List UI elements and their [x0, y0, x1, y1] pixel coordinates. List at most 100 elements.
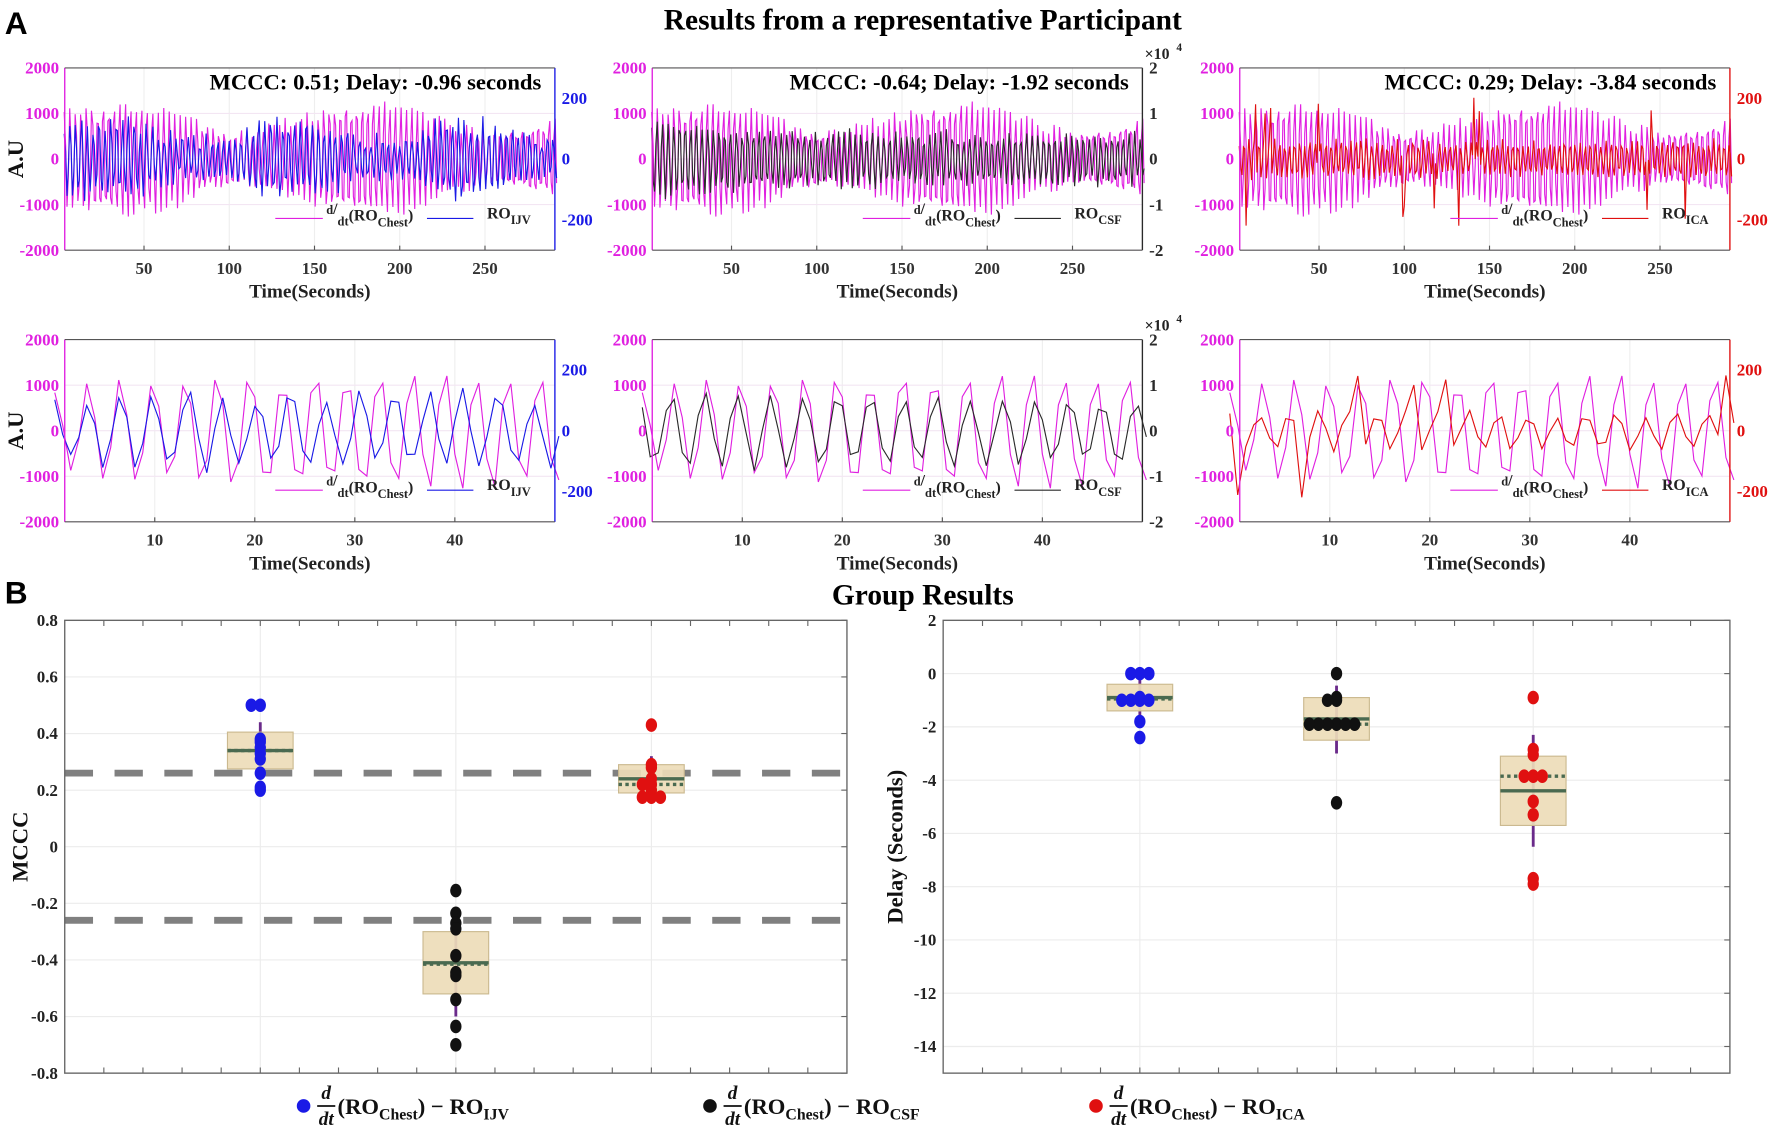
y-left-tick-label: -2000 — [607, 241, 647, 260]
y-tick-label: 0 — [928, 664, 936, 683]
y-tick-label: -0.4 — [31, 951, 58, 970]
box-csf — [422, 883, 490, 1052]
legend-label-ijv: ROIJV — [487, 477, 531, 499]
panel-b-title: Group Results — [832, 579, 1014, 611]
legend-slash: / — [920, 473, 926, 490]
y-left-tick-label: 0 — [1226, 150, 1234, 169]
x-tick-label: 250 — [1647, 259, 1672, 278]
legend-sub: IJV — [511, 213, 531, 227]
legend-text: RO — [1074, 477, 1098, 494]
data-point — [450, 883, 462, 898]
y-right-tick-label: 200 — [1737, 361, 1762, 380]
panel-label-a: A — [5, 5, 28, 41]
data-point — [1134, 730, 1146, 745]
legend-marker — [1089, 1099, 1103, 1113]
legend-text: (RO — [936, 208, 965, 225]
data-point — [1339, 717, 1352, 732]
y-left-tick-label: -2000 — [19, 513, 59, 532]
group-legend-item-3: d dt(ROChest) − ROICA — [1089, 1083, 1305, 1130]
y-left-tick-label: 1000 — [613, 104, 647, 123]
box-ica — [1499, 690, 1567, 891]
legend-label-ica: ROICA — [1662, 205, 1709, 227]
x-tick-label: 20 — [834, 531, 851, 550]
y-tick-label: -12 — [914, 984, 937, 1003]
y-tick-label: -14 — [914, 1037, 937, 1056]
y-tick-label: -4 — [922, 771, 937, 790]
legend-text: (RO — [936, 479, 965, 496]
signal-plot-6: 10 20 30 40-2000-1000010002000-2000200Time(… — [1194, 330, 1767, 574]
y-tick-label: 0.2 — [37, 781, 58, 800]
x-tick-label: 10 — [146, 531, 163, 550]
box-ijv — [226, 698, 294, 797]
ica-series — [1238, 97, 1733, 226]
y-left-tick-label: 0 — [1226, 421, 1234, 440]
y-left-tick-label: 2000 — [25, 330, 59, 349]
legend-num: d — [914, 475, 921, 489]
y-axis-label: A.U — [3, 412, 28, 450]
y-left-tick-label: -2000 — [19, 241, 59, 260]
legend-text: RO — [1662, 477, 1686, 494]
x-tick-label: 10 — [734, 531, 751, 550]
legend-fraction-num: d — [1114, 1083, 1124, 1104]
legend-text: (RO — [349, 479, 378, 496]
data-point — [1321, 717, 1334, 732]
chest-derivative-series — [1229, 375, 1735, 489]
y-tick-label: -0.6 — [31, 1007, 58, 1026]
y-tick-label: 0.6 — [37, 668, 58, 687]
y-right-tick-label: 200 — [1737, 89, 1762, 108]
legend-label: (ROChest) − ROICA — [1130, 1094, 1305, 1124]
y-left-tick-label: 2000 — [613, 59, 647, 78]
data-point — [245, 698, 257, 713]
legend-post: ) − RO — [418, 1094, 484, 1119]
legend-sub: ICA — [1276, 1107, 1306, 1124]
chest-derivative-series — [651, 101, 1145, 217]
data-point — [654, 790, 667, 805]
y-tick-label: 0.4 — [37, 724, 59, 743]
legend-slash: / — [920, 201, 926, 218]
signal-plot-5: 10 20 30 40 -2000 -1000 0 1000 2000 -2 -1 0 1 2×10 4 Ti… — [607, 314, 1182, 575]
legend-sub: IJV — [483, 1107, 509, 1124]
data-point — [450, 992, 462, 1007]
x-tick-label: 100 — [217, 259, 242, 278]
legend-text: (RO — [1130, 1094, 1171, 1119]
y-left-tick-label: 0 — [51, 150, 59, 169]
signal-plot-3: 50 100 150 200 250-2000-1000010002000-200020… — [1194, 59, 1767, 303]
x-axis-label: Time(Seconds) — [837, 282, 958, 303]
y-right-tick-label: -200 — [1737, 210, 1768, 229]
y-left-tick-label: -1000 — [607, 195, 647, 214]
chest-derivative-series — [1238, 101, 1733, 217]
legend-sub: Chest — [785, 1107, 824, 1124]
y-left-tick-label: 2000 — [613, 330, 647, 349]
data-point — [1527, 807, 1539, 822]
x-tick-label: 50 — [136, 259, 153, 278]
legend-post: ) − RO — [824, 1094, 890, 1119]
data-point — [645, 790, 658, 805]
y-left-tick-label: -1000 — [607, 467, 647, 486]
data-point — [1116, 693, 1128, 708]
data-point — [450, 906, 462, 921]
legend-label-chest: d/dt(ROChest) — [1501, 473, 1588, 501]
y-left-tick-label: -1000 — [19, 467, 59, 486]
data-point — [450, 1038, 462, 1052]
y-tick-label: -0.2 — [31, 894, 58, 913]
signal-plot-2: 50 100 150 200 250 -2000 -1000 0 1000 2000 -2 -1 0 1 2… — [607, 42, 1182, 303]
legend-den: dt — [925, 486, 937, 500]
x-tick-label: 20 — [246, 531, 263, 550]
y-left-tick-label: -2000 — [607, 513, 647, 532]
y-tick-label: 0.8 — [37, 611, 58, 630]
data-point — [1134, 714, 1146, 729]
legend-marker — [296, 1099, 311, 1113]
y-right-tick-label: -1 — [1149, 467, 1163, 486]
data-point — [645, 760, 658, 775]
legend-slash: / — [1507, 201, 1513, 218]
data-point — [636, 777, 648, 792]
legend-sub: Chest — [378, 215, 409, 229]
data-point — [1330, 717, 1343, 732]
x-tick-label: 150 — [1477, 259, 1502, 278]
legend-sub: IJV — [511, 485, 531, 499]
legend-slash: / — [332, 201, 338, 218]
legend-label-chest: d/dt(ROChest) — [326, 201, 413, 229]
legend-text: (RO — [1524, 479, 1553, 496]
y-tick-label: 0 — [49, 837, 57, 856]
